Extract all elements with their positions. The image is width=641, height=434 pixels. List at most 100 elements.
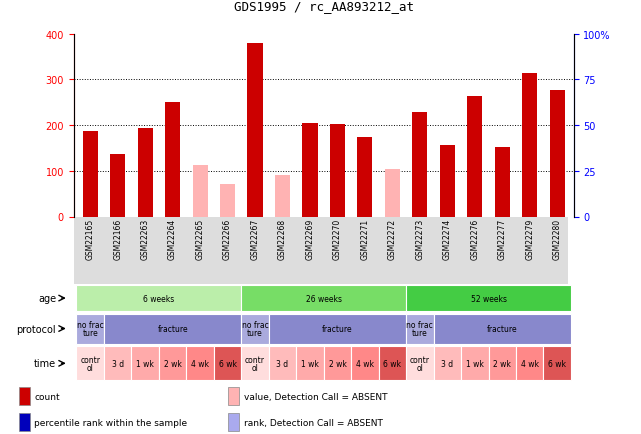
Bar <box>214 346 241 381</box>
Text: GSM22273: GSM22273 <box>415 218 424 260</box>
Text: GSM22277: GSM22277 <box>498 218 507 260</box>
Bar <box>488 346 516 381</box>
Text: 6 wk: 6 wk <box>548 359 566 368</box>
Text: 1 wk: 1 wk <box>466 359 484 368</box>
Text: protocol: protocol <box>17 324 56 334</box>
Bar <box>19 387 30 405</box>
Bar <box>269 314 406 344</box>
Text: GSM22269: GSM22269 <box>306 218 315 260</box>
Text: GSM22165: GSM22165 <box>86 218 95 260</box>
Text: age: age <box>38 293 56 303</box>
Text: 1 wk: 1 wk <box>136 359 154 368</box>
Bar <box>241 286 406 311</box>
Text: 6 wk: 6 wk <box>383 359 401 368</box>
Bar <box>228 413 239 431</box>
Text: 52 weeks: 52 weeks <box>470 294 506 303</box>
Bar <box>495 148 510 217</box>
Bar <box>433 346 461 381</box>
Text: GDS1995 / rc_AA893212_at: GDS1995 / rc_AA893212_at <box>234 0 413 13</box>
Text: GSM22268: GSM22268 <box>278 218 287 260</box>
Text: 1 wk: 1 wk <box>301 359 319 368</box>
Bar <box>165 103 180 217</box>
Bar <box>296 346 324 381</box>
Bar <box>461 346 488 381</box>
Bar <box>19 413 30 431</box>
Text: GSM22265: GSM22265 <box>196 218 204 260</box>
Bar <box>406 286 571 311</box>
Text: 4 wk: 4 wk <box>356 359 374 368</box>
Bar <box>83 132 98 217</box>
Bar <box>228 387 239 405</box>
Text: GSM22264: GSM22264 <box>168 218 177 260</box>
Bar <box>104 346 131 381</box>
Bar <box>275 176 290 217</box>
Text: contr
ol: contr ol <box>245 355 265 372</box>
Bar <box>138 129 153 217</box>
Bar <box>159 346 187 381</box>
Bar <box>330 125 345 217</box>
Text: no frac
ture: no frac ture <box>242 320 269 337</box>
Bar <box>516 346 544 381</box>
Bar <box>522 73 537 217</box>
Text: contr
ol: contr ol <box>80 355 100 372</box>
Bar <box>192 166 208 217</box>
Text: GSM22166: GSM22166 <box>113 218 122 260</box>
Bar <box>351 346 379 381</box>
Bar <box>324 346 351 381</box>
Text: value, Detection Call = ABSENT: value, Detection Call = ABSENT <box>244 392 387 401</box>
Text: 4 wk: 4 wk <box>191 359 209 368</box>
Bar <box>131 346 159 381</box>
Bar <box>406 346 433 381</box>
Text: 3 d: 3 d <box>276 359 288 368</box>
Bar <box>220 184 235 217</box>
Text: 2 wk: 2 wk <box>163 359 181 368</box>
Text: 4 wk: 4 wk <box>520 359 538 368</box>
Bar <box>187 346 214 381</box>
Bar <box>247 44 263 217</box>
Bar <box>406 314 433 344</box>
Text: count: count <box>35 392 60 401</box>
Text: time: time <box>34 358 56 368</box>
Bar <box>76 314 104 344</box>
Text: fracture: fracture <box>487 324 517 333</box>
Bar <box>358 138 372 217</box>
Bar <box>110 155 125 217</box>
Text: GSM22271: GSM22271 <box>360 218 369 260</box>
Text: GSM22266: GSM22266 <box>223 218 232 260</box>
Text: 3 d: 3 d <box>441 359 453 368</box>
Text: percentile rank within the sample: percentile rank within the sample <box>35 418 187 427</box>
Text: 6 wk: 6 wk <box>219 359 237 368</box>
Text: GSM22267: GSM22267 <box>251 218 260 260</box>
Bar <box>76 286 241 311</box>
Text: 6 weeks: 6 weeks <box>143 294 174 303</box>
Bar <box>467 97 482 217</box>
Text: no frac
ture: no frac ture <box>77 320 104 337</box>
Text: no frac
ture: no frac ture <box>406 320 433 337</box>
Text: GSM22263: GSM22263 <box>140 218 149 260</box>
Text: GSM22270: GSM22270 <box>333 218 342 260</box>
Text: GSM22279: GSM22279 <box>525 218 534 260</box>
Text: GSM22280: GSM22280 <box>553 218 562 260</box>
Bar <box>241 314 269 344</box>
Text: rank, Detection Call = ABSENT: rank, Detection Call = ABSENT <box>244 418 383 427</box>
Text: 2 wk: 2 wk <box>494 359 512 368</box>
Bar <box>303 124 317 217</box>
Bar <box>379 346 406 381</box>
Text: 3 d: 3 d <box>112 359 124 368</box>
Text: fracture: fracture <box>322 324 353 333</box>
Text: fracture: fracture <box>157 324 188 333</box>
Text: contr
ol: contr ol <box>410 355 430 372</box>
Bar <box>241 346 269 381</box>
Bar <box>550 90 565 217</box>
Bar <box>385 169 400 217</box>
Text: GSM22272: GSM22272 <box>388 218 397 260</box>
Bar <box>440 146 455 217</box>
Text: GSM22274: GSM22274 <box>443 218 452 260</box>
Bar <box>544 346 571 381</box>
Bar <box>269 346 296 381</box>
Bar <box>433 314 571 344</box>
Bar <box>412 113 428 217</box>
Bar <box>76 346 104 381</box>
Text: 26 weeks: 26 weeks <box>306 294 342 303</box>
Bar <box>104 314 241 344</box>
